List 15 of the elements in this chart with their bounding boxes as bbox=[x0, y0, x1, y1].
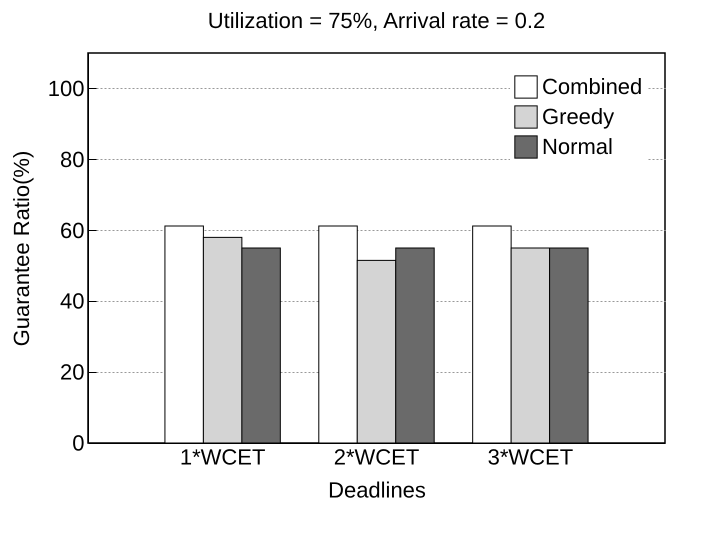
y-tick-label: 100 bbox=[48, 76, 84, 101]
y-tick-label: 80 bbox=[60, 146, 84, 172]
x-axis-title: Deadlines bbox=[328, 478, 426, 502]
x-tick-label: 2*WCET bbox=[334, 444, 420, 470]
legend-label: Greedy bbox=[542, 104, 614, 129]
y-tick-label: 0 bbox=[72, 430, 84, 456]
y-tick-label: 20 bbox=[60, 360, 84, 385]
chart-title: Utilization = 75%, Arrival rate = 0.2 bbox=[208, 8, 546, 33]
y-tick-label: 40 bbox=[60, 288, 84, 314]
y-axis-title: Guarantee Ratio(%) bbox=[8, 150, 34, 346]
legend-label: Normal bbox=[542, 134, 613, 159]
y-tick-label: 60 bbox=[60, 218, 84, 243]
legend-label: Combined bbox=[542, 74, 642, 99]
x-tick-label: 3*WCET bbox=[488, 444, 574, 470]
x-tick-label: 1*WCET bbox=[180, 444, 266, 470]
